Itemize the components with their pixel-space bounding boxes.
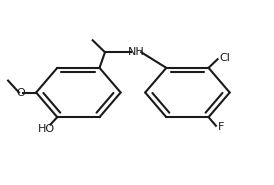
Text: Cl: Cl [219, 53, 230, 63]
Text: NH: NH [128, 47, 145, 57]
Text: F: F [218, 122, 224, 132]
Text: HO: HO [38, 124, 55, 134]
Text: O: O [17, 88, 25, 97]
